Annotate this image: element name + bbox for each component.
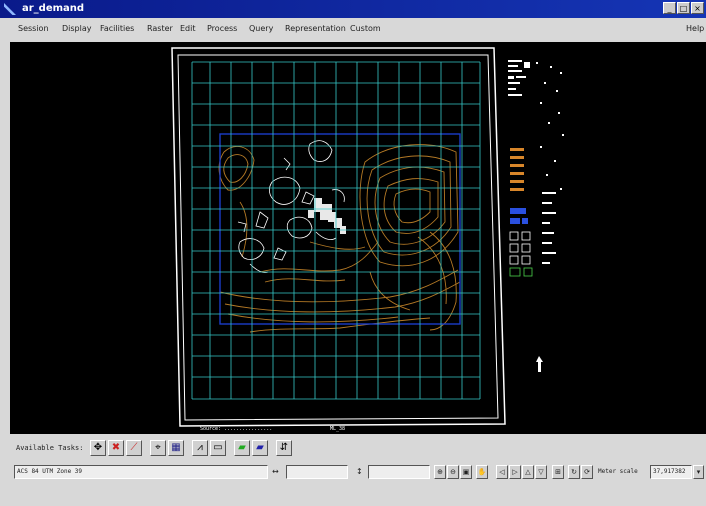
north-arrow [536,356,543,372]
minimize-icon[interactable]: _ [663,2,676,14]
menu-query[interactable]: Query [249,24,274,33]
survey-cluster [308,198,346,234]
close-icon[interactable]: × [691,2,704,14]
refresh-icon[interactable]: ↻ [568,465,580,479]
scale-options-icon[interactable]: ▾ [693,465,704,479]
menu-help[interactable]: Help [686,24,705,33]
meter-scale-field[interactable]: 37,917382 [650,465,692,479]
survey-features [237,140,345,273]
tool-5-icon[interactable]: ▦ [168,440,184,456]
area-of-interest [219,133,461,325]
x-coordinate-field[interactable] [286,465,348,479]
nav-4-icon[interactable]: ▽ [535,465,547,479]
y-coordinate-field[interactable] [368,465,430,479]
tool-4-icon[interactable]: ⌖ [150,440,166,456]
menu-session[interactable]: Session [18,24,49,33]
coordinate-system-field[interactable]: ACS 84 UTM Zone 39 [14,465,268,479]
nav-2-icon[interactable]: ▷ [509,465,521,479]
tool-3-icon[interactable]: ⟋ [126,440,142,456]
map-sheet-label: ML_38 [330,426,345,432]
contour-lines [218,144,461,333]
menu-display[interactable]: Display [62,24,92,33]
menu-bar: Session Display Facilities Raster Edit P… [0,18,706,40]
window-title: ar_demand [22,3,85,14]
move-tool-icon[interactable]: ✥ [90,440,106,456]
tool-6-icon[interactable]: ⩘ [192,440,208,456]
maximize-icon[interactable]: □ [677,2,690,14]
zoom-3-icon[interactable]: ▣ [460,465,472,479]
tool-8-icon[interactable]: ▰ [234,440,250,456]
menu-process[interactable]: Process [207,24,238,33]
map-legend [508,60,564,277]
zoom-1-icon[interactable]: ⊕ [434,465,446,479]
app-logo-icon [4,3,16,15]
measure-icon[interactable]: ⊞ [552,465,564,479]
redraw-icon[interactable]: ⟳ [581,465,593,479]
title-bar: ar_demand _ □ × [0,0,706,18]
available-tasks-label: Available Tasks: [16,444,84,452]
menu-facilities[interactable]: Facilities [100,24,135,33]
map-frame [171,47,506,427]
map-source-note: Source: ................ [200,426,272,432]
meter-scale-label: Meter scale [598,468,638,475]
tool-2-icon[interactable]: ✖ [108,440,124,456]
menu-edit[interactable]: Edit [180,24,196,33]
nav-1-icon[interactable]: ◁ [496,465,508,479]
pan-icon[interactable]: ✋ [476,465,488,479]
menu-representation[interactable]: Representation [285,24,346,33]
map-canvas[interactable]: Source: ................ ML_38 [10,42,706,434]
nav-3-icon[interactable]: △ [522,465,534,479]
status-bar: ACS 84 UTM Zone 39 ↔ ↕ ⊕ ⊖ ▣ ✋ ◁ ▷ △ ▽ ⊞… [0,462,706,482]
tool-7-icon[interactable]: ▭ [210,440,226,456]
tool-10-icon[interactable]: ⇵ [276,440,292,456]
zoom-2-icon[interactable]: ⊖ [447,465,459,479]
menu-raster[interactable]: Raster [147,24,173,33]
x-arrow-icon: ↔ [272,467,279,476]
tool-9-icon[interactable]: ▰ [252,440,268,456]
map-view: Source: ................ ML_38 [171,47,564,432]
y-arrow-icon: ↕ [356,467,363,476]
menu-custom[interactable]: Custom [350,24,381,33]
task-toolbar: Available Tasks: ✥ ✖ ⟋ ⌖ ▦ ⩘ ▭ ▰ ▰ ⇵ [0,436,706,460]
map-grid [191,61,481,400]
